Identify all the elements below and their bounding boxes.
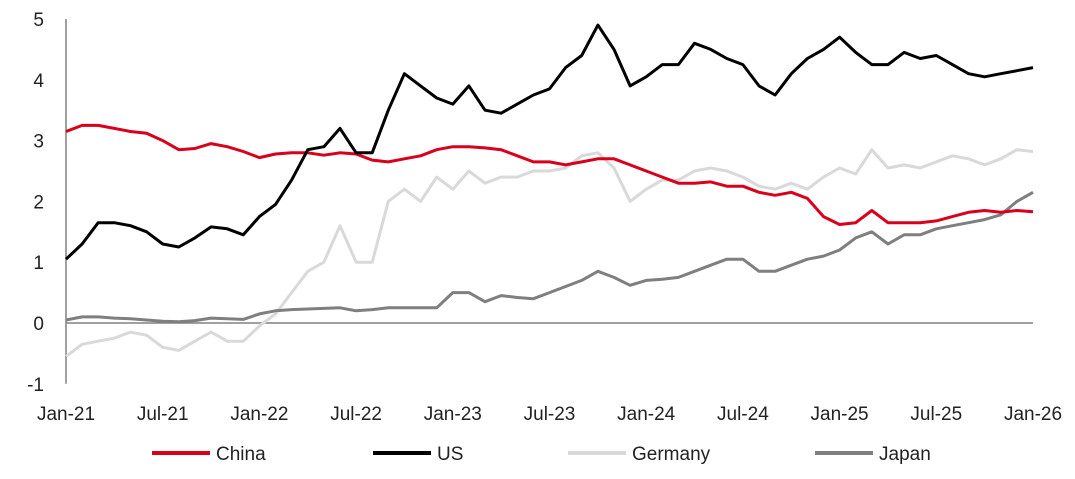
x-tick-label: Jan-22 [230,404,288,425]
x-tick-label: Jul-24 [717,404,769,425]
y-axis-ticks: -1 0 1 2 3 4 5 [27,10,44,396]
x-tick-label: Jan-24 [617,404,676,425]
x-tick-label: Jul-23 [524,404,576,425]
legend-item-us: US [373,444,463,465]
x-tick-label: Jan-23 [424,404,482,425]
legend-label: Japan [879,444,931,465]
y-tick-label: 3 [33,132,44,153]
series-line-us [64,23,1034,261]
legend-item-japan: Japan [815,444,931,465]
y-tick-label: -1 [27,375,44,396]
y-tick-label: 2 [33,192,44,213]
y-tick-label: 4 [33,71,44,92]
x-tick-label: Jul-21 [137,404,189,425]
x-tick-label: Jan-26 [1004,404,1062,425]
legend-label: Germany [632,444,711,465]
x-tick-label: Jan-25 [811,404,869,425]
x-tick-label: Jul-22 [330,404,382,425]
legend-item-china: China [152,444,266,465]
x-tick-label: Jul-25 [910,404,962,425]
x-tick-label: Jan-21 [37,404,95,425]
y-tick-label: 5 [33,10,44,31]
legend-label: China [216,444,266,465]
series-lines [64,23,1034,358]
legend-item-germany: Germany [568,444,711,465]
x-axis-ticks: Jan-21 Jul-21 Jan-22 Jul-22 Jan-23 Jul-23 Jan-… [37,404,1062,425]
y-tick-label: 0 [33,314,44,335]
series-line-germany [65,148,1034,358]
y-tick-label: 1 [33,253,44,274]
legend-label: US [437,444,463,465]
legend: China US Germany Japan [152,444,931,465]
series-line-japan [65,190,1034,324]
series-line-china [65,123,1034,226]
